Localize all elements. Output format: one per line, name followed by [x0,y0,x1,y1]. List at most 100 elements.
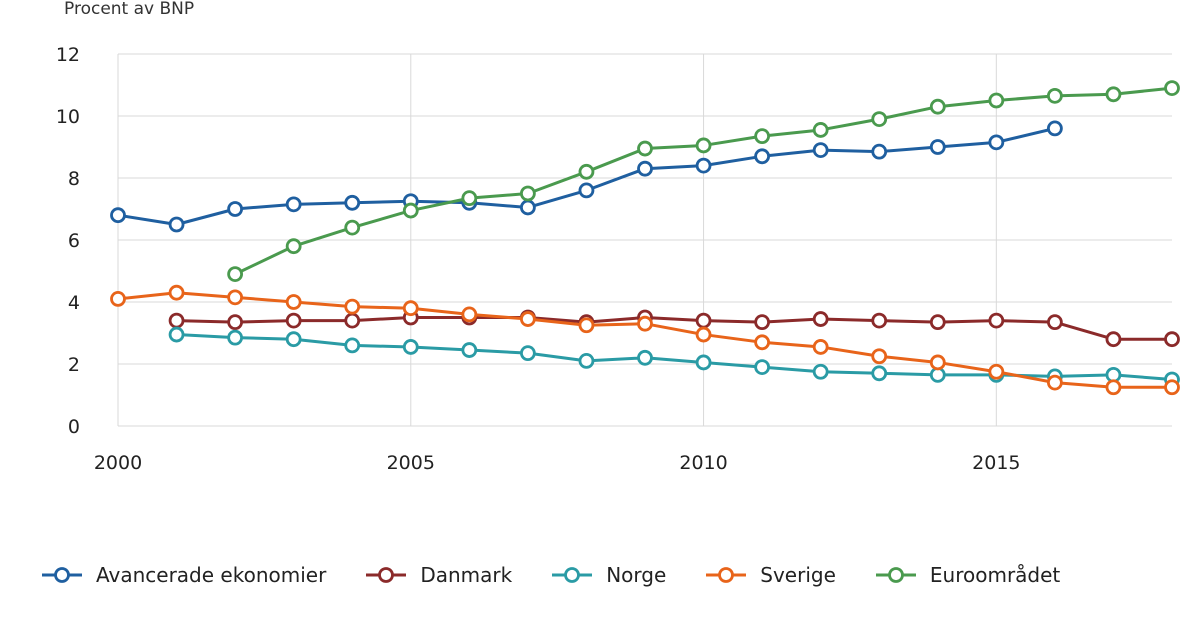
data-point [1046,374,1063,391]
y-tick-label: 2 [68,354,80,376]
series-line [176,333,1173,381]
series-2 [168,326,1180,388]
data-point [637,349,653,366]
data-point [285,312,302,329]
data-point [1164,379,1180,396]
data-point [1105,86,1122,103]
data-point [988,134,1005,151]
data-point [402,300,419,317]
data-point [1105,331,1122,348]
series-3 [110,284,1180,396]
data-point [110,207,126,224]
data-point [461,342,478,358]
data-point [519,199,536,216]
data-point [402,202,419,219]
data-point [929,139,946,155]
data-point [461,190,478,207]
data-point [929,98,946,115]
data-point [695,157,712,174]
data-point [812,339,829,355]
data-point [168,216,185,233]
data-point [754,314,771,331]
data-point [637,315,653,332]
data-point [637,160,653,177]
legend-item: Danmark [364,563,512,587]
data-point [929,354,946,371]
data-point [929,314,946,331]
y-tick-label: 4 [68,292,80,314]
data-point [402,339,419,355]
legend-item: Avancerade ekonomier [40,563,326,587]
legend-label: Avancerade ekonomier [96,563,327,587]
grid [117,53,1172,427]
data-point [695,354,712,371]
data-point [168,284,185,301]
data-point [871,365,888,382]
series-4 [227,80,1180,283]
data-point [519,185,536,202]
y-axis-label: Procent av BNP [64,0,194,19]
data-point [1164,331,1180,348]
x-tick-label: 2015 [972,452,1020,474]
legend-item: Sverige [704,563,836,587]
data-point [988,363,1005,380]
data-point [871,348,888,365]
legend-item: Euroområdet [874,563,1060,587]
legend-label: Danmark [420,563,513,587]
data-point [695,326,712,343]
data-point [578,352,595,369]
data-point [227,266,244,283]
data-point [1046,314,1063,331]
y-tick-label: 12 [56,44,80,66]
legend-label: Sverige [760,563,836,587]
x-tick-label: 2000 [94,452,142,474]
data-point [871,143,888,160]
data-point [110,290,126,307]
x-tick-labels: 2000 2005 2010 2015 [94,452,1021,474]
data-point [578,317,595,334]
x-tick-label: 2005 [387,452,435,474]
series-group [110,80,1180,396]
data-point [519,311,536,327]
data-point [871,111,888,127]
legend-swatch-icon [706,567,747,583]
data-point [344,337,361,354]
data-point [227,314,244,331]
data-point [754,334,771,351]
data-point [754,359,771,376]
data-point [812,142,829,159]
y-tick-label: 6 [68,230,80,252]
series-line [176,316,1172,341]
data-point [812,122,829,138]
data-point [695,312,712,329]
data-point [285,331,302,348]
legend: Avancerade ekonomier Danmark Norge Sverige E… [40,563,1098,587]
y-tick-label: 8 [68,168,80,190]
data-point [754,128,771,145]
data-point [344,298,361,315]
data-point [812,363,829,380]
data-point [227,201,244,217]
data-point [344,219,361,236]
data-point [754,148,771,165]
y-tick-label: 10 [56,106,80,128]
y-tick-label: 0 [68,416,80,438]
data-point [1046,87,1063,104]
data-point [285,294,302,310]
data-point [578,163,595,180]
y-tick-labels: 0 2 4 6 8 10 12 [56,44,80,438]
data-point [168,326,185,343]
data-point [519,345,536,362]
data-point [1164,80,1180,96]
legend-label: Norge [606,563,667,587]
data-point [1105,379,1122,396]
legend-swatch-icon [366,567,407,583]
series-0 [110,120,1063,233]
data-point [227,289,244,306]
data-point [344,194,361,211]
legend-swatch-icon [42,567,82,583]
data-point [344,312,361,329]
data-point [988,312,1005,329]
data-point [285,196,302,213]
x-tick-label: 2010 [679,452,727,474]
